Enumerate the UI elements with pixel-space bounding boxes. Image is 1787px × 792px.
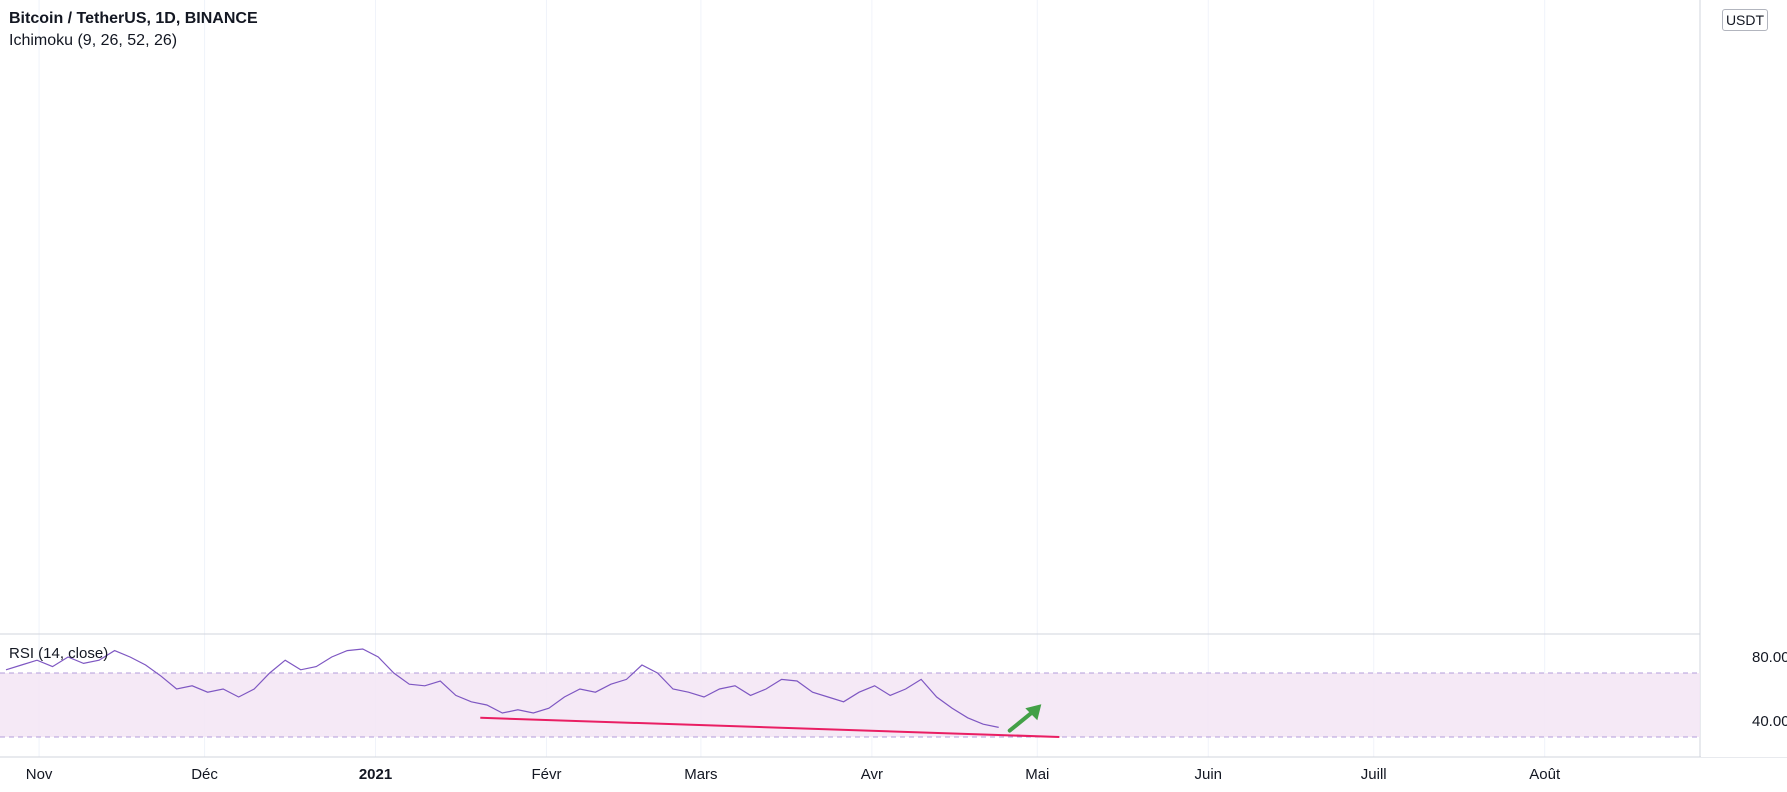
price-axis-bg bbox=[1701, 0, 1787, 757]
time-tick-label: Avr bbox=[861, 766, 883, 783]
chart-grid bbox=[0, 0, 1787, 758]
rsi-line bbox=[5, 648, 999, 728]
time-tick-label: Nov bbox=[26, 766, 53, 783]
symbol-title: Bitcoin / TetherUS, 1D, BINANCE bbox=[9, 10, 258, 27]
time-tick-label: Juin bbox=[1195, 766, 1223, 783]
indicator-legend[interactable]: Ichimoku (9, 26, 52, 26) bbox=[9, 32, 178, 49]
rsi-arrow-head bbox=[1025, 704, 1042, 721]
time-tick-label: Févr bbox=[531, 766, 561, 783]
time-tick-label: Déc bbox=[191, 766, 218, 783]
rsi-trendline bbox=[480, 716, 1060, 738]
rsi-tick-label: 40.00 bbox=[1752, 713, 1787, 730]
time-tick-label: Mars bbox=[684, 766, 717, 783]
axes: 85000.0080000.0075000.0070000.0065000.00… bbox=[26, 0, 1787, 783]
rsi-band bbox=[0, 673, 1700, 737]
rsi-legend[interactable]: RSI (14, close) bbox=[9, 645, 109, 662]
time-tick-label: Août bbox=[1529, 766, 1561, 783]
currency-button[interactable]: USDT bbox=[1722, 9, 1768, 31]
rsi-pane bbox=[0, 648, 1700, 738]
rsi-tick-label: 80.00 bbox=[1752, 649, 1787, 666]
time-tick-label: 2021 bbox=[359, 766, 392, 783]
time-tick-label: Mai bbox=[1025, 766, 1049, 783]
time-tick-label: Juill bbox=[1361, 766, 1387, 783]
